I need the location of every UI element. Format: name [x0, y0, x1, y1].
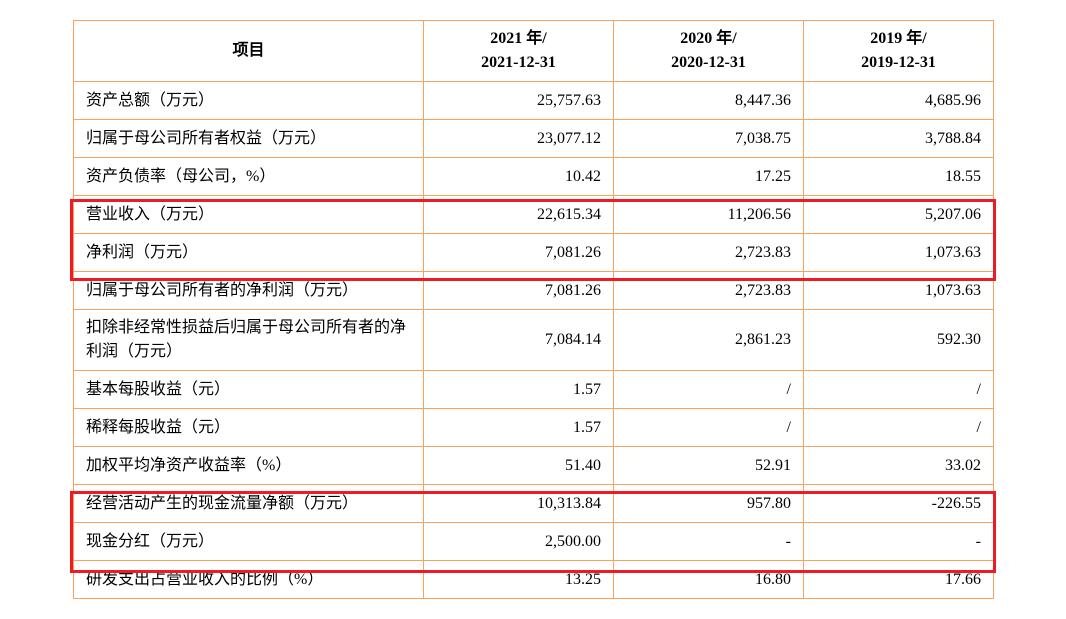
row-value-2020: 2,723.83 [614, 234, 804, 272]
row-value-2020: 16.80 [614, 561, 804, 599]
table-row: 资产总额（万元） 25,757.63 8,447.36 4,685.96 [74, 82, 994, 120]
row-value-2019: 17.66 [804, 561, 994, 599]
row-value-2019: 33.02 [804, 447, 994, 485]
row-value-2021: 25,757.63 [424, 82, 614, 120]
row-value-2020: 11,206.56 [614, 196, 804, 234]
row-value-2020: 2,861.23 [614, 310, 804, 371]
row-label: 净利润（万元） [74, 234, 424, 272]
row-value-2021: 51.40 [424, 447, 614, 485]
row-value-2019: / [804, 371, 994, 409]
row-value-2021: 10,313.84 [424, 485, 614, 523]
header-year2-bottom: 2020-12-31 [624, 51, 793, 75]
table-row: 稀释每股收益（元） 1.57 / / [74, 409, 994, 447]
row-value-2021: 13.25 [424, 561, 614, 599]
header-year-2019: 2019 年/ 2019-12-31 [804, 21, 994, 82]
financial-table-wrapper: 项目 2021 年/ 2021-12-31 2020 年/ 2020-12-31… [73, 20, 993, 599]
row-value-2021: 7,081.26 [424, 234, 614, 272]
header-year-2021: 2021 年/ 2021-12-31 [424, 21, 614, 82]
row-label: 资产总额（万元） [74, 82, 424, 120]
header-item: 项目 [74, 21, 424, 82]
header-year3-bottom: 2019-12-31 [814, 51, 983, 75]
table-row: 归属于母公司所有者的净利润（万元） 7,081.26 2,723.83 1,07… [74, 272, 994, 310]
table-header-row: 项目 2021 年/ 2021-12-31 2020 年/ 2020-12-31… [74, 21, 994, 82]
header-year1-top: 2021 年/ [490, 30, 546, 47]
row-label: 现金分红（万元） [74, 523, 424, 561]
table-row: 基本每股收益（元） 1.57 / / [74, 371, 994, 409]
table-body: 资产总额（万元） 25,757.63 8,447.36 4,685.96 归属于… [74, 82, 994, 599]
row-label: 加权平均净资产收益率（%） [74, 447, 424, 485]
header-year2-top: 2020 年/ [680, 30, 736, 47]
table-row: 研发支出占营业收入的比例（%） 13.25 16.80 17.66 [74, 561, 994, 599]
row-label: 稀释每股收益（元） [74, 409, 424, 447]
row-label: 归属于母公司所有者权益（万元） [74, 120, 424, 158]
row-value-2020: 8,447.36 [614, 82, 804, 120]
row-value-2021: 22,615.34 [424, 196, 614, 234]
table-row: 营业收入（万元） 22,615.34 11,206.56 5,207.06 [74, 196, 994, 234]
row-value-2020: / [614, 371, 804, 409]
row-label: 研发支出占营业收入的比例（%） [74, 561, 424, 599]
table-row: 经营活动产生的现金流量净额（万元） 10,313.84 957.80 -226.… [74, 485, 994, 523]
row-value-2019: 3,788.84 [804, 120, 994, 158]
row-value-2020: 2,723.83 [614, 272, 804, 310]
row-value-2019: 4,685.96 [804, 82, 994, 120]
row-value-2021: 23,077.12 [424, 120, 614, 158]
row-value-2020: - [614, 523, 804, 561]
row-value-2019: 1,073.63 [804, 234, 994, 272]
row-value-2019: - [804, 523, 994, 561]
row-value-2019: 18.55 [804, 158, 994, 196]
row-value-2020: 957.80 [614, 485, 804, 523]
header-year3-top: 2019 年/ [870, 30, 926, 47]
row-label: 扣除非经常性损益后归属于母公司所有者的净利润（万元） [74, 310, 424, 371]
row-value-2021: 2,500.00 [424, 523, 614, 561]
row-value-2019: -226.55 [804, 485, 994, 523]
row-value-2020: 17.25 [614, 158, 804, 196]
row-value-2019: 1,073.63 [804, 272, 994, 310]
row-value-2020: 7,038.75 [614, 120, 804, 158]
row-value-2019: / [804, 409, 994, 447]
header-year-2020: 2020 年/ 2020-12-31 [614, 21, 804, 82]
row-value-2020: 52.91 [614, 447, 804, 485]
table-row: 归属于母公司所有者权益（万元） 23,077.12 7,038.75 3,788… [74, 120, 994, 158]
row-label: 营业收入（万元） [74, 196, 424, 234]
table-row: 加权平均净资产收益率（%） 51.40 52.91 33.02 [74, 447, 994, 485]
row-value-2021: 7,084.14 [424, 310, 614, 371]
table-row: 扣除非经常性损益后归属于母公司所有者的净利润（万元） 7,084.14 2,86… [74, 310, 994, 371]
table-row: 资产负债率（母公司，%） 10.42 17.25 18.55 [74, 158, 994, 196]
row-value-2021: 7,081.26 [424, 272, 614, 310]
row-label: 基本每股收益（元） [74, 371, 424, 409]
table-row: 净利润（万元） 7,081.26 2,723.83 1,073.63 [74, 234, 994, 272]
row-value-2021: 10.42 [424, 158, 614, 196]
row-label: 资产负债率（母公司，%） [74, 158, 424, 196]
financial-table: 项目 2021 年/ 2021-12-31 2020 年/ 2020-12-31… [73, 20, 994, 599]
table-row: 现金分红（万元） 2,500.00 - - [74, 523, 994, 561]
row-label: 归属于母公司所有者的净利润（万元） [74, 272, 424, 310]
row-value-2020: / [614, 409, 804, 447]
row-value-2021: 1.57 [424, 371, 614, 409]
header-year1-bottom: 2021-12-31 [434, 51, 603, 75]
row-label: 经营活动产生的现金流量净额（万元） [74, 485, 424, 523]
row-value-2021: 1.57 [424, 409, 614, 447]
row-value-2019: 5,207.06 [804, 196, 994, 234]
row-value-2019: 592.30 [804, 310, 994, 371]
